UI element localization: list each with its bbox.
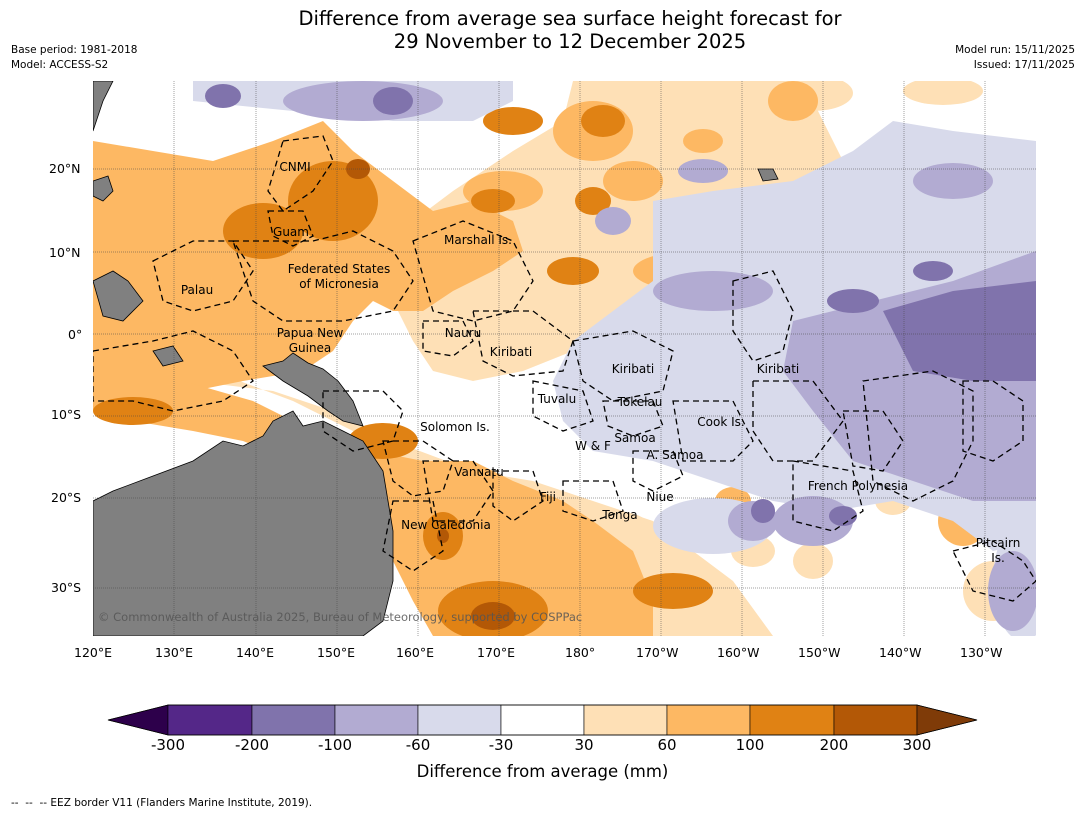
region-label: Niue [646, 490, 673, 504]
region-label: Nauru [445, 326, 481, 340]
region-labels: CNMI Guam Marshall Is. Palau Federated S… [181, 160, 1020, 565]
model-run: Model run: 15/11/2025 [955, 44, 1075, 56]
graticule [93, 81, 1036, 636]
australia-land [93, 410, 394, 636]
colorbar-segment [251, 704, 336, 736]
lon-label: 150°E [317, 645, 356, 660]
lon-label: 170°E [477, 645, 516, 660]
region-label: Tuvalu [537, 392, 577, 406]
lat-label: 20°N [49, 161, 81, 176]
region-label: New Caledonia [401, 518, 491, 532]
colorbar-segment [833, 704, 918, 736]
base-period: Base period: 1981-2018 [11, 44, 138, 56]
region-label: A. Samoa [647, 448, 704, 462]
lon-label: 130°W [960, 645, 1003, 660]
colorbar-segment [749, 704, 835, 736]
lon-label: 160°E [396, 645, 435, 660]
colorbar-segment [334, 704, 419, 736]
meta-right: Model run: 15/11/2025 Issued: 17/11/2025 [955, 43, 1075, 73]
colorbar-tick: 60 [657, 736, 677, 754]
region-label: W & F [575, 439, 611, 453]
region-label: of Micronesia [299, 277, 379, 291]
lon-label: 140°E [236, 645, 275, 660]
region-label: CNMI [279, 160, 310, 174]
colorbar-label: Difference from average (mm) [416, 762, 669, 781]
anomaly-neg100-neg200-fields [205, 84, 1036, 526]
eez-footnote: -- -- -- EEZ border V11 (Flanders Marine… [11, 797, 313, 809]
png-land [262, 352, 364, 427]
copyright-notice: © Commonwealth of Australia 2025, Bureau… [98, 610, 582, 624]
colorbar-segment [500, 704, 585, 736]
lon-label: 180° [565, 645, 596, 660]
issued-date: Issued: 17/11/2025 [973, 59, 1075, 71]
lat-label: 10°S [51, 407, 82, 422]
colorbar-tick: 30 [574, 736, 594, 754]
lat-label: 20°S [51, 490, 82, 505]
lon-label: 120°E [74, 645, 113, 660]
map-panel: CNMI Guam Marshall Is. Palau Federated S… [93, 81, 1036, 636]
lon-label: 160°W [717, 645, 760, 660]
colorbar-segment [107, 704, 169, 736]
land-masses [93, 81, 779, 636]
lon-label: 170°W [636, 645, 679, 660]
region-label: Solomon Is. [420, 420, 490, 434]
region-label: French Polynesia [808, 479, 908, 493]
region-label: Kiribati [490, 345, 532, 359]
region-label: Pitcairn [976, 536, 1021, 550]
colorbar-tick: 100 [735, 736, 765, 754]
colorbar [100, 700, 985, 744]
region-label: Guinea [289, 341, 332, 355]
colorbar-tick: -300 [150, 736, 186, 754]
colorbar-tick: 300 [902, 736, 932, 754]
region-label: Tonga [601, 508, 637, 522]
chart-title: Difference from average sea surface heig… [0, 7, 1085, 53]
region-label: Is. [991, 551, 1005, 565]
region-label: Tokelau [617, 395, 663, 409]
colorbar-segment [417, 704, 502, 736]
colorbar-tick: -30 [488, 736, 514, 754]
lon-label: 130°E [155, 645, 194, 660]
colorbar-segment [583, 704, 668, 736]
colorbar-outline [107, 704, 978, 736]
region-label: Federated States [288, 262, 390, 276]
region-label: Kiribati [757, 362, 799, 376]
region-label: Kiribati [612, 362, 654, 376]
colorbar-tick: 200 [819, 736, 849, 754]
colorbar-tick: -60 [405, 736, 431, 754]
lat-label: 0° [68, 327, 83, 342]
region-label: Guam [273, 225, 309, 239]
region-label: Samoa [614, 431, 655, 445]
title-line-2: 29 November to 12 December 2025 [393, 30, 747, 53]
region-label: Vanuatu [454, 465, 504, 479]
lon-label: 140°W [879, 645, 922, 660]
lat-label: 10°N [49, 245, 81, 260]
model-name: Model: ACCESS-S2 [11, 59, 109, 71]
region-label: Papua New [277, 326, 344, 340]
colorbar-segment [167, 704, 253, 736]
colorbar-segment [916, 704, 978, 736]
lon-label: 150°W [798, 645, 841, 660]
colorbar-segment [666, 704, 751, 736]
region-label: Marshall Is. [444, 233, 512, 247]
colorbar-tick: -200 [234, 736, 270, 754]
region-label: Cook Is. [697, 415, 744, 429]
meta-left: Base period: 1981-2018 Model: ACCESS-S2 [11, 43, 137, 73]
lat-label: 30°S [51, 580, 82, 595]
title-line-1: Difference from average sea surface heig… [298, 7, 842, 30]
colorbar-svg [107, 704, 978, 736]
map-canvas: CNMI Guam Marshall Is. Palau Federated S… [93, 81, 1036, 636]
eez-borders [93, 135, 1036, 602]
colorbar-tick: -100 [317, 736, 353, 754]
region-label: Palau [181, 283, 213, 297]
region-label: Fiji [540, 490, 556, 504]
